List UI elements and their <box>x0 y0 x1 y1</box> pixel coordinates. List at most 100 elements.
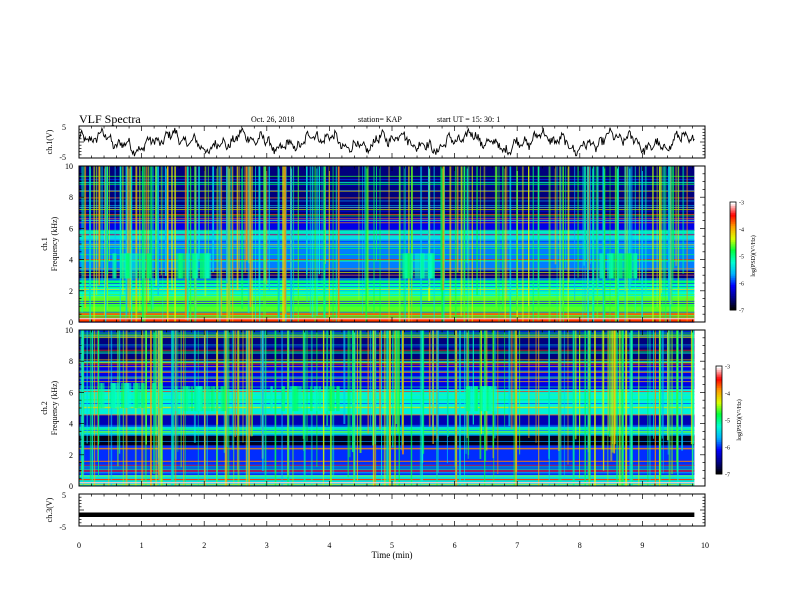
colorbar-cell <box>730 250 736 253</box>
colorbar-cell <box>730 238 736 241</box>
ch1-colorbar: -3 -4 -5 -6 -7 log(PSD)(V²/Hz) <box>729 201 757 315</box>
spectrogram-streak <box>107 330 110 486</box>
spectrogram-streak <box>239 166 240 269</box>
spectrogram-streak <box>675 166 677 266</box>
spectrogram-streak <box>447 330 449 437</box>
spectrogram-streak <box>155 166 158 280</box>
spectrogram-patch <box>294 386 299 412</box>
spectrogram-patch <box>623 253 627 279</box>
spectrogram-streak <box>673 166 675 268</box>
spectrogram-streak <box>249 166 252 307</box>
spectrogram-streak <box>389 330 391 486</box>
colorbar-cell <box>730 247 736 250</box>
colorbar-cell <box>730 265 736 268</box>
spectrogram-line <box>79 183 695 185</box>
spectrogram-patch <box>422 253 428 279</box>
colorbar-cell <box>730 254 736 257</box>
spectrogram-streak <box>198 166 200 260</box>
spectrogram-streak <box>588 330 590 486</box>
spectrogram-streak <box>164 166 167 277</box>
spectrogram-streak <box>287 330 289 477</box>
spectrogram-streak <box>373 166 375 313</box>
spectrogram-streak <box>135 166 137 322</box>
colorbar-cell <box>730 266 736 269</box>
ch2-spectrogram-ylabel: Frequency (kHz) <box>50 380 59 435</box>
spectrogram-streak <box>237 330 240 486</box>
spectrogram-streak <box>653 330 655 439</box>
spectrogram-streak <box>282 166 284 322</box>
spectrogram-streak <box>194 166 197 322</box>
spectrogram-streak <box>692 330 694 486</box>
spectrogram-streak <box>548 330 550 486</box>
spectrogram-streak <box>521 166 524 322</box>
spectrogram-streak <box>354 330 356 486</box>
spectrogram-streak <box>626 166 628 322</box>
y-tick-label: 10 <box>65 326 73 335</box>
spectrogram-streak <box>278 166 280 322</box>
spectrogram-streak <box>410 330 413 486</box>
spectrogram-patch <box>475 386 479 412</box>
spectrogram-streak <box>602 166 605 290</box>
spectrogram-patch <box>112 253 116 279</box>
spectrogram-streak <box>603 166 606 322</box>
spectrogram-line <box>79 294 695 296</box>
spectrogram-streak <box>122 166 124 295</box>
spectrogram-line <box>79 315 695 317</box>
spectrogram-streak <box>96 330 98 462</box>
colorbar-cell <box>716 380 722 383</box>
spectrogram-patch <box>310 386 313 412</box>
spectrogram-patch <box>184 386 189 412</box>
spectrogram-streak <box>184 166 187 321</box>
y-tick-label: 6 <box>69 388 73 397</box>
spectrogram-streak <box>560 330 562 447</box>
spectrogram-streak <box>403 166 405 322</box>
spectrogram-streak <box>402 330 404 445</box>
spectrogram-streak <box>449 166 452 319</box>
spectrogram-patch <box>618 253 623 279</box>
spectrogram-streak <box>597 166 599 289</box>
ch1-colorbar-frame <box>729 201 737 311</box>
ch1-spectrogram-channel-label: ch.1 <box>40 237 49 251</box>
spectrogram-streak <box>369 330 372 431</box>
spectrogram-streak <box>250 330 253 437</box>
spectrogram-streak <box>647 330 649 486</box>
colorbar-cell <box>730 292 736 295</box>
colorbar-cell <box>730 234 736 237</box>
date-label: Oct. 26, 2018 <box>251 115 295 124</box>
spectrogram-line <box>79 175 695 177</box>
colorbar-cell <box>716 418 722 421</box>
spectrogram-streak <box>616 166 618 322</box>
spectrogram-streak <box>584 330 586 486</box>
spectrogram-streak <box>170 330 173 486</box>
spectrogram-streak <box>659 166 662 322</box>
spectrogram-streak <box>343 330 346 425</box>
spectrogram-streak <box>81 166 84 313</box>
spectrogram-streak <box>560 166 562 322</box>
colorbar-cell <box>730 281 736 284</box>
spectrogram-streak <box>498 166 500 322</box>
spectrogram-line <box>79 182 695 184</box>
spectrogram-streak <box>467 166 469 322</box>
spectrogram-streak <box>528 330 530 438</box>
spectrogram-streak <box>503 330 506 428</box>
spectrogram-streak <box>592 166 594 322</box>
x-tick-label: 10 <box>701 541 709 550</box>
spectrogram-streak <box>454 330 456 467</box>
spectrogram-streak <box>572 330 575 486</box>
spectrogram-streak <box>656 166 658 308</box>
spectrogram-streak <box>662 166 664 316</box>
spectrogram-streak <box>628 166 631 292</box>
spectrogram-streak <box>493 330 495 486</box>
colorbar-cell <box>730 214 736 217</box>
spectrogram-patch <box>298 386 302 412</box>
colorbar-cell <box>730 218 736 221</box>
colorbar-cell <box>716 412 722 415</box>
ch2-spectrogram-ticks <box>78 329 706 487</box>
colorbar-cell <box>730 293 736 296</box>
spectrogram-streak <box>379 330 381 430</box>
colorbar-cell <box>730 252 736 255</box>
colorbar-cell <box>716 411 722 414</box>
spectrogram-patch <box>205 386 211 412</box>
spectrogram-streak <box>593 166 595 322</box>
spectrogram-streak <box>686 166 688 322</box>
